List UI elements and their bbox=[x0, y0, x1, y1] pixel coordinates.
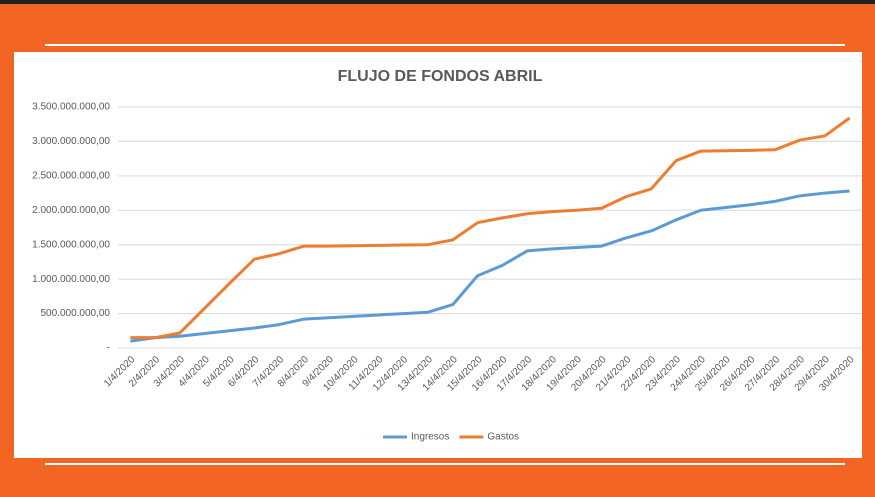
y-tick-label: 2.000.000.000,00 bbox=[32, 205, 110, 216]
chart-title: FLUJO DE FONDOS ABRIL bbox=[338, 68, 543, 85]
series-line bbox=[130, 116, 851, 340]
top-border bbox=[0, 0, 875, 4]
y-tick-label: 1.000.000.000,00 bbox=[32, 274, 110, 285]
y-tick-label: 2.500.000.000,00 bbox=[32, 170, 110, 181]
legend-label: Ingresos bbox=[411, 432, 449, 443]
legend-label: Gastos bbox=[487, 432, 519, 443]
y-tick-label: 3.500.000.000,00 bbox=[32, 102, 110, 113]
y-tick-label: 1.500.000.000,00 bbox=[32, 239, 110, 250]
y-tick-label: 3.000.000.000,00 bbox=[32, 136, 110, 147]
y-tick-label: 500.000.000,00 bbox=[40, 308, 110, 319]
chart-panel bbox=[14, 52, 862, 458]
series-line bbox=[130, 189, 850, 343]
y-tick-label: - bbox=[107, 343, 110, 354]
